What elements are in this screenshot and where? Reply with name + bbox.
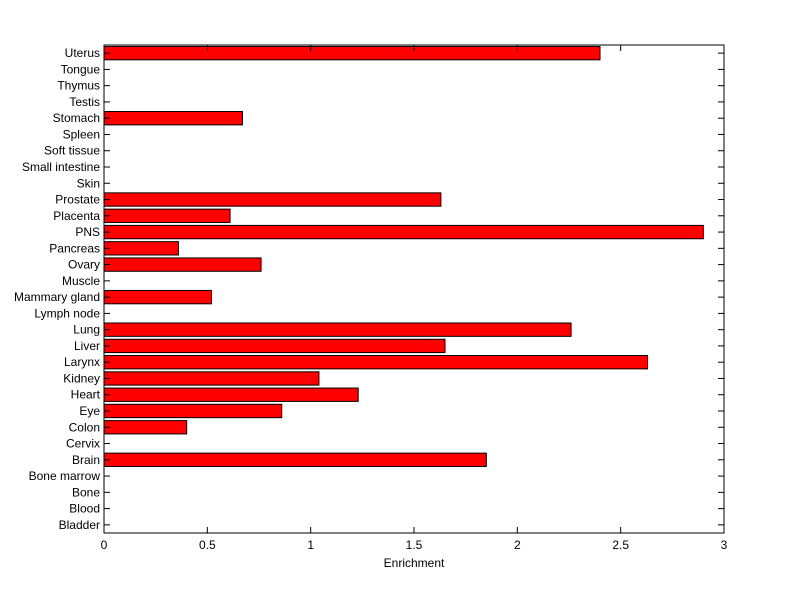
bar-brain <box>103 452 487 467</box>
x-tick-label: 2 <box>514 538 521 552</box>
bar-heart <box>103 387 359 402</box>
x-axis-label: Enrichment <box>384 556 445 570</box>
y-tick-label: Lung <box>73 323 100 337</box>
bar-ovary <box>103 257 262 272</box>
y-tick-label: Soft tissue <box>44 144 100 158</box>
y-tick-label: Bone <box>72 485 100 499</box>
y-tick-label: Small intestine <box>22 160 100 174</box>
y-tick-label: Eye <box>79 404 100 418</box>
bar-pns <box>103 224 704 240</box>
y-tick-label: Ovary <box>68 258 100 272</box>
y-tick-label: Liver <box>74 339 100 353</box>
y-tick-label: Thymus <box>57 79 100 93</box>
y-tick-label: Colon <box>69 420 100 434</box>
y-tick-label: Lymph node <box>34 306 100 320</box>
y-tick-label: Uterus <box>65 46 100 60</box>
x-tick-label: 0.5 <box>199 538 216 552</box>
bars-layer <box>103 45 704 467</box>
y-tick-label: Blood <box>69 502 100 516</box>
y-tick-label: Cervix <box>66 437 100 451</box>
y-tick-label: Testis <box>69 95 100 109</box>
y-tick-label: Placenta <box>53 209 100 223</box>
x-tick-labels: 0 0.5 1 1.5 2 2.5 3 <box>101 538 728 552</box>
y-tick-label: Bladder <box>59 518 100 532</box>
y-tick-label: Pancreas <box>49 241 100 255</box>
bar-colon <box>103 420 188 435</box>
y-tick-label: Stomach <box>53 111 100 125</box>
bar-uterus <box>103 45 601 61</box>
ticks-layer <box>103 45 725 533</box>
y-tick-label: Skin <box>77 176 100 190</box>
x-tick-label: 2.5 <box>612 538 629 552</box>
bar-stomach <box>103 111 243 126</box>
y-tick-label: Kidney <box>63 371 100 385</box>
y-tick-label: PNS <box>75 225 100 239</box>
y-tick-label: Spleen <box>63 127 100 141</box>
x-tick-label: 3 <box>721 538 728 552</box>
x-tick-label: 1 <box>307 538 314 552</box>
x-tick-label: 1.5 <box>406 538 423 552</box>
bar-mammary-gland <box>103 289 212 305</box>
y-tick-label: Muscle <box>62 274 100 288</box>
y-tick-label: Bone marrow <box>29 469 101 483</box>
y-tick-labels: Bladder Blood Bone Bone marrow Brain Cervix Co… <box>14 46 101 532</box>
bar-placenta <box>103 208 231 223</box>
bar-kidney <box>103 371 320 386</box>
y-tick-label: Heart <box>71 388 101 402</box>
bar-pancreas <box>103 241 179 256</box>
y-tick-label: Brain <box>72 453 100 467</box>
y-tick-label: Larynx <box>64 355 100 369</box>
bar-liver <box>103 338 446 354</box>
y-tick-label: Tongue <box>61 62 101 76</box>
bar-larynx <box>103 355 649 370</box>
y-tick-label: Mammary gland <box>14 290 100 304</box>
y-tick-label: Prostate <box>55 193 100 207</box>
x-tick-label: 0 <box>101 538 108 552</box>
bar-eye <box>103 403 283 419</box>
bar-prostate <box>103 192 442 207</box>
bar-lung <box>103 322 572 337</box>
